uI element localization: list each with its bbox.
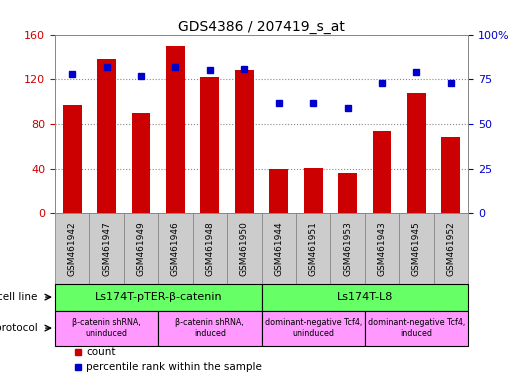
- Bar: [63, 105, 82, 214]
- Bar: [55, 284, 262, 311]
- Bar: [55, 311, 158, 346]
- Bar: [89, 214, 124, 284]
- Text: GSM461944: GSM461944: [274, 221, 283, 276]
- Bar: [166, 46, 185, 214]
- Bar: [372, 131, 392, 214]
- Text: GSM461950: GSM461950: [240, 221, 249, 276]
- Title: GDS4386 / 207419_s_at: GDS4386 / 207419_s_at: [178, 20, 345, 33]
- Bar: [262, 284, 468, 311]
- Text: GSM461945: GSM461945: [412, 221, 421, 276]
- Text: GSM461952: GSM461952: [446, 221, 456, 276]
- Text: dominant-negative Tcf4,
induced: dominant-negative Tcf4, induced: [368, 318, 465, 338]
- Bar: [262, 214, 296, 284]
- Bar: [304, 167, 323, 214]
- Bar: [200, 77, 219, 214]
- Bar: [192, 214, 227, 284]
- Bar: [227, 214, 262, 284]
- Text: percentile rank within the sample: percentile rank within the sample: [86, 362, 262, 372]
- Text: GSM461943: GSM461943: [378, 221, 386, 276]
- Bar: [158, 214, 192, 284]
- Text: protocol: protocol: [0, 323, 38, 333]
- Bar: [97, 59, 116, 214]
- Bar: [269, 169, 288, 214]
- Bar: [441, 137, 460, 214]
- Bar: [158, 311, 262, 346]
- Text: GSM461942: GSM461942: [67, 221, 77, 276]
- Text: cell line: cell line: [0, 292, 38, 302]
- Text: Ls174T-L8: Ls174T-L8: [337, 292, 393, 302]
- Text: dominant-negative Tcf4,
uninduced: dominant-negative Tcf4, uninduced: [265, 318, 362, 338]
- Bar: [365, 311, 468, 346]
- Bar: [434, 214, 468, 284]
- Text: GSM461947: GSM461947: [102, 221, 111, 276]
- Bar: [399, 214, 434, 284]
- Text: β-catenin shRNA,
induced: β-catenin shRNA, induced: [176, 318, 244, 338]
- Bar: [124, 214, 158, 284]
- Text: Ls174T-pTER-β-catenin: Ls174T-pTER-β-catenin: [94, 292, 222, 302]
- Bar: [235, 70, 254, 214]
- Bar: [296, 214, 331, 284]
- Text: GSM461949: GSM461949: [137, 221, 145, 276]
- Bar: [407, 93, 426, 214]
- Text: GSM461953: GSM461953: [343, 221, 352, 276]
- Bar: [331, 214, 365, 284]
- Bar: [365, 214, 399, 284]
- Bar: [262, 311, 365, 346]
- Text: GSM461951: GSM461951: [309, 221, 317, 276]
- Text: GSM461948: GSM461948: [206, 221, 214, 276]
- Bar: [131, 113, 151, 214]
- Text: β-catenin shRNA,
uninduced: β-catenin shRNA, uninduced: [72, 318, 141, 338]
- Text: GSM461946: GSM461946: [171, 221, 180, 276]
- Text: count: count: [86, 346, 116, 357]
- Bar: [338, 173, 357, 214]
- Bar: [55, 214, 89, 284]
